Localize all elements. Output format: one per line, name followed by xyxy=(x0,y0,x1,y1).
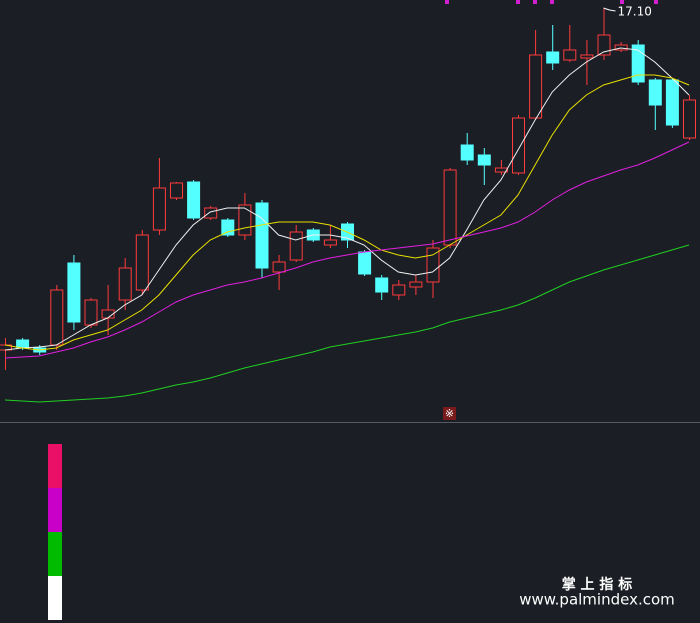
candle-body xyxy=(289,231,303,261)
candle-body xyxy=(563,49,577,61)
candle-body xyxy=(16,339,30,349)
candle-body xyxy=(683,99,696,139)
candle-body xyxy=(204,207,218,219)
candle-body xyxy=(494,167,508,173)
candle-body xyxy=(443,169,457,246)
candle-body xyxy=(67,262,81,323)
signal-dot xyxy=(445,0,449,4)
candle-body xyxy=(170,182,183,199)
candle-body xyxy=(84,299,98,326)
signal-dot xyxy=(654,0,658,4)
candle-body xyxy=(255,202,269,269)
candle-body xyxy=(135,234,149,291)
marker-symbol: ※ xyxy=(445,407,454,420)
indicator-segment xyxy=(48,488,62,532)
candle-body xyxy=(392,284,406,296)
candle-body xyxy=(597,34,611,56)
signal-dots xyxy=(445,0,658,4)
ma-line xyxy=(4,141,690,359)
candle-body xyxy=(375,277,389,293)
candle-body xyxy=(187,181,201,219)
candle-body xyxy=(50,289,64,346)
candle-body xyxy=(152,187,166,231)
signal-dot xyxy=(620,0,624,4)
candle-body xyxy=(118,267,132,301)
watermark-url: www.palmindex.com xyxy=(519,591,675,609)
ma-line xyxy=(4,47,690,351)
indicator-segment xyxy=(48,444,62,488)
signal-dot xyxy=(516,0,520,4)
signal-dot xyxy=(550,0,554,4)
candle-body xyxy=(323,239,337,246)
ma-line xyxy=(4,244,690,403)
candle-body xyxy=(409,281,423,288)
high-label: 17.10 xyxy=(618,5,652,19)
candle-body xyxy=(238,204,252,236)
candle-body xyxy=(477,154,491,166)
candle-body xyxy=(614,44,628,51)
indicator-segment xyxy=(48,532,62,576)
candle-body xyxy=(529,54,543,119)
candle-body xyxy=(426,247,440,283)
candle-body xyxy=(460,144,474,161)
ma-line xyxy=(4,74,690,351)
signal-dot xyxy=(533,0,537,4)
indicator-segment xyxy=(48,576,62,620)
candle-body xyxy=(648,79,662,106)
marker-icon: ※ xyxy=(443,407,456,420)
indicator-bar xyxy=(48,444,62,620)
candle-body xyxy=(546,51,560,64)
watermark-title: 掌 上 指 标 xyxy=(562,576,633,593)
candle-body xyxy=(512,117,525,174)
candle-body xyxy=(580,54,594,59)
candle-body xyxy=(665,79,679,126)
candle-body xyxy=(631,44,645,83)
candle-body xyxy=(358,251,372,275)
plot: 17.10 xyxy=(0,5,696,403)
high-pointer xyxy=(603,7,616,12)
candle-body xyxy=(221,219,235,236)
marker-box xyxy=(443,407,456,420)
candle-body xyxy=(272,261,286,273)
